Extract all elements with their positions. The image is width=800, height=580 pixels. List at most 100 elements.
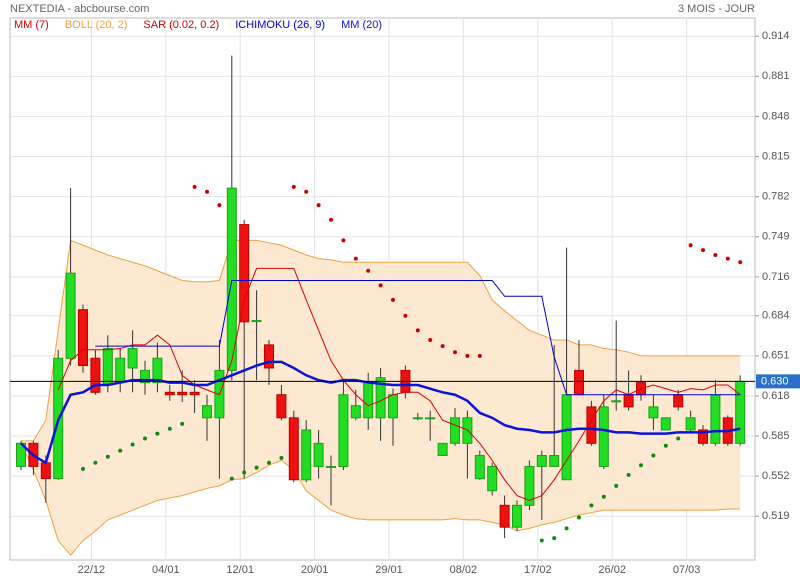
- candle-body: [127, 348, 138, 369]
- sar-dot: [279, 455, 284, 460]
- bollinger-lower: [20, 443, 741, 556]
- sar-dot: [738, 260, 743, 265]
- sar-dot: [229, 476, 234, 481]
- sar-dot: [118, 448, 123, 453]
- y-tick-label: 0.684: [762, 310, 790, 322]
- sar-dot: [217, 203, 222, 208]
- y-tick-label: 0.914: [762, 30, 790, 42]
- legend-entry: MM (7): [14, 19, 49, 31]
- sar-dot: [663, 443, 668, 448]
- candle-body: [189, 391, 200, 396]
- candle-body: [450, 417, 460, 444]
- sar-dot: [316, 203, 321, 208]
- candle-body: [623, 394, 634, 408]
- candle-body: [288, 417, 299, 481]
- sar-dot: [601, 494, 606, 499]
- sar-dot: [701, 248, 705, 253]
- candle-body: [710, 394, 721, 444]
- y-tick-label: 0.552: [762, 470, 790, 482]
- sar-dot: [267, 460, 271, 465]
- x-tick-label: 04/01: [152, 564, 180, 576]
- candle-body: [561, 394, 572, 481]
- legend-entry: BOLL (20, 2): [65, 19, 128, 31]
- x-tick-label: 12/01: [226, 564, 254, 576]
- x-tick-label: 29/01: [375, 564, 403, 576]
- candle-body: [226, 187, 237, 371]
- bollinger-upper: [21, 239, 741, 442]
- x-tick-label: 20/01: [301, 564, 329, 576]
- sar-dot: [155, 431, 160, 436]
- candle-body: [40, 462, 51, 480]
- y-tick-label: 0.782: [762, 191, 790, 203]
- sar-dot: [180, 421, 185, 426]
- candle-body: [499, 504, 510, 528]
- sar-dot: [130, 442, 135, 447]
- indicator-line: [57, 267, 741, 501]
- sar-dot: [81, 466, 85, 471]
- sar-dot: [192, 184, 197, 189]
- candle-body: [375, 377, 386, 419]
- candle-body: [363, 382, 374, 419]
- sar-dot: [725, 256, 730, 261]
- y-tick-label: 0.749: [762, 231, 790, 243]
- sar-dot: [329, 217, 333, 222]
- candle-body: [276, 394, 287, 419]
- sar-dot: [143, 436, 147, 441]
- y-tick-label: 0.519: [762, 510, 790, 522]
- candle-body: [102, 348, 113, 386]
- sar-dot: [378, 283, 383, 288]
- candle-body: [437, 442, 448, 456]
- y-tick-label: 0.848: [762, 110, 790, 122]
- legend-entry: ICHIMOKU (26, 9): [235, 19, 325, 31]
- sar-dot: [167, 426, 172, 431]
- last-price-label: 0.630: [761, 375, 789, 387]
- candle-body: [549, 454, 560, 467]
- candle-body: [660, 417, 671, 431]
- candle-body: [326, 465, 336, 468]
- candle-body: [586, 406, 597, 444]
- candle-body: [524, 465, 535, 506]
- candle-body: [90, 357, 101, 393]
- sar-dot: [577, 515, 581, 520]
- sar-dot: [539, 538, 544, 543]
- sar-dot: [651, 453, 656, 458]
- period-label: 3 MOIS - JOUR: [678, 3, 755, 15]
- sar-dot: [391, 297, 395, 302]
- sar-dot: [440, 344, 445, 349]
- candle-body: [239, 224, 250, 323]
- indicator-line: [95, 279, 741, 396]
- candle-body: [512, 504, 522, 528]
- candle-body: [301, 429, 312, 481]
- candle-body: [425, 417, 436, 420]
- sar-dot: [676, 436, 681, 441]
- x-tick-label: 07/03: [673, 564, 701, 576]
- candle-body: [574, 369, 584, 396]
- sar-dot: [341, 238, 346, 243]
- candle-body: [648, 406, 659, 419]
- candle-body: [611, 400, 622, 403]
- sar-dot: [242, 470, 247, 475]
- sar-dot: [291, 184, 296, 189]
- indicator-line: [20, 360, 741, 465]
- y-tick-label: 0.618: [762, 390, 790, 402]
- candle-body: [350, 405, 361, 419]
- candle-body: [536, 454, 547, 467]
- candle-body: [598, 406, 609, 467]
- candle-body: [115, 357, 126, 384]
- candle-body: [177, 391, 188, 396]
- candle-body: [251, 320, 262, 323]
- sar-dot: [688, 243, 693, 248]
- candle-body: [474, 454, 485, 480]
- sar-dot: [453, 350, 457, 355]
- sar-dot: [366, 268, 371, 273]
- last-price-box: [756, 374, 800, 389]
- candle-body: [388, 394, 398, 419]
- sar-dot: [713, 252, 718, 257]
- candle-body: [78, 309, 88, 367]
- candle-body: [164, 391, 175, 396]
- x-tick-label: 22/12: [78, 564, 106, 576]
- sar-dot: [626, 472, 631, 477]
- sar-dot: [614, 483, 619, 488]
- candle-body: [65, 272, 76, 359]
